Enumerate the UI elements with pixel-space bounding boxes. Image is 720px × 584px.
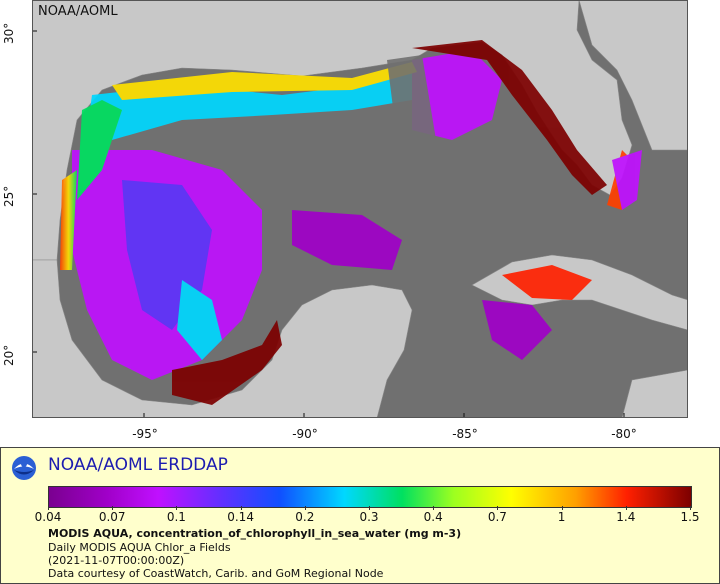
variable-label: MODIS AQUA, concentration_of_chlorophyll… xyxy=(48,527,462,540)
land-mexico xyxy=(32,259,413,418)
colorbar-tick-label: 0.4 xyxy=(423,510,443,524)
noaa-logo xyxy=(12,456,36,480)
colorbar-tick-mark xyxy=(690,506,691,510)
lon-tick-85: -85° xyxy=(452,427,478,441)
lon-tick-90: -90° xyxy=(292,427,318,441)
time-label: (2021-11-07T00:00:00Z) xyxy=(48,554,185,567)
land-florida-east xyxy=(578,0,688,151)
no-data-swath xyxy=(387,55,482,418)
colorbar-tick-mark xyxy=(240,506,242,510)
colorbar-tick-mark xyxy=(433,506,435,510)
colorbar-tick-mark xyxy=(497,506,499,510)
colorbar-tick-mark xyxy=(369,506,370,510)
colorbar-tick-label: 0.04 xyxy=(34,510,62,524)
colorbar-tick-label: 0.3 xyxy=(359,510,379,524)
land-caribbean-south xyxy=(621,369,688,418)
colorbar-tick-label: 1.5 xyxy=(680,510,700,524)
map-panel: NOAA/AOML xyxy=(32,0,688,418)
colorbar-tick-label: 1.4 xyxy=(616,510,636,524)
colorbar-tick-mark xyxy=(561,506,563,510)
dataset-label: Daily MODIS AQUA Chlor_a Fields xyxy=(48,541,231,554)
colorbar-tick-label: 0.07 xyxy=(98,510,126,524)
colorbar-tick-label: 0.7 xyxy=(487,510,507,524)
colorbar-tick-label: 1 xyxy=(557,510,566,524)
legend-panel: NOAA/AOML ERDDAP 0.04 0.07 0.1 0.14 0.2 0.3 0.… xyxy=(0,447,720,584)
colorbar-tick-mark xyxy=(304,506,306,510)
lat-tick-25: 25° xyxy=(2,185,16,207)
map-border xyxy=(32,0,688,418)
legend-title: NOAA/AOML ERDDAP xyxy=(48,455,228,475)
credit-label: Data courtesy of CoastWatch, Carib. and … xyxy=(48,567,384,580)
chlorophyll-map xyxy=(32,0,688,418)
lon-tick-80: -80° xyxy=(611,427,637,441)
colorbar xyxy=(48,486,692,508)
colorbar-tick-label: 0.14 xyxy=(227,510,254,524)
colorbar-tick-mark xyxy=(112,506,114,510)
colorbar-tick-mark xyxy=(48,506,49,510)
lat-tick-30: 30° xyxy=(2,22,16,44)
lat-tick-20: 20° xyxy=(2,344,16,366)
map-stamp: NOAA/AOML xyxy=(38,4,118,19)
colorbar-tick-mark xyxy=(176,506,178,510)
colorbar-tick-label: 0.2 xyxy=(295,510,315,524)
lon-tick-95: -95° xyxy=(132,427,158,441)
colorbar-tick-mark xyxy=(625,506,627,510)
chlorophyll-field xyxy=(60,40,642,405)
colorbar-tick-label: 0.1 xyxy=(166,510,186,524)
